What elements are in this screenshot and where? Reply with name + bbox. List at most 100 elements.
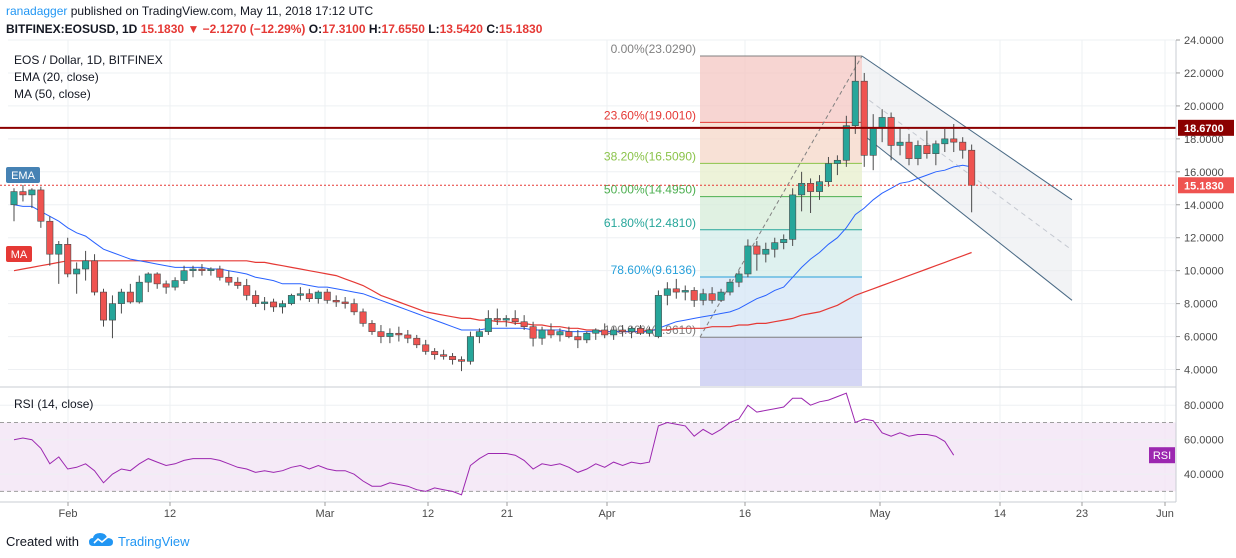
candle (601, 323, 609, 339)
candle-body (440, 354, 448, 357)
fib-level-label: 23.60%(19.0010) (604, 108, 696, 122)
candle-body (457, 359, 465, 362)
last-price-badge: 15.1830 (1178, 177, 1234, 194)
candle-body (529, 326, 537, 339)
created-with-text: Created with (6, 534, 79, 549)
candle (654, 290, 662, 339)
candle-body (368, 323, 376, 332)
rsi-tick-label: 60.0000 (1184, 435, 1224, 447)
fib-level-label: 38.20%(16.5090) (604, 149, 696, 163)
ma-tag-bg (6, 246, 32, 262)
candle (162, 280, 170, 294)
candle-body (869, 127, 877, 156)
fib-level-label: 78.60%(9.6136) (611, 263, 696, 277)
horizontal-level-line[interactable] (0, 126, 1176, 186)
chart-header: ranadagger published on TradingView.com,… (0, 0, 1236, 40)
candle-body (73, 268, 81, 275)
candle (332, 295, 340, 307)
candle (180, 265, 188, 284)
rsi-panel (0, 392, 1176, 496)
ema-20-line (13, 164, 972, 333)
last-price-badge-label: 15.1830 (1184, 180, 1224, 192)
candle-body (225, 276, 233, 283)
candle (574, 329, 582, 349)
channel-fill (862, 55, 1072, 301)
candle (484, 310, 492, 335)
candle-body (135, 281, 143, 303)
candle (261, 297, 269, 311)
candle-body (413, 337, 421, 346)
price-tick-label: 18.0000 (1184, 134, 1224, 146)
price-change: −2.1270 (−12.29%) (202, 22, 306, 36)
candle-body (82, 260, 90, 270)
candle (887, 112, 895, 161)
close-label: C: (486, 22, 499, 36)
candle-body (431, 351, 439, 355)
candle-body (296, 293, 304, 296)
fib-level-label: 0.00%(23.0290) (611, 42, 696, 56)
rsi-line (13, 392, 955, 496)
candle (914, 140, 922, 166)
fibonacci-retracement[interactable]: 0.00%(23.0290) 23.60%(19.0010) 38.20%(16.5… (604, 42, 863, 386)
candle (771, 237, 779, 258)
high-value: 17.6550 (381, 22, 425, 36)
candle-body (234, 281, 242, 286)
candle-body (305, 293, 313, 299)
candle-body (475, 331, 483, 337)
candle-body (404, 334, 412, 339)
rsi-legend: RSI (14, close) (14, 397, 93, 411)
descending-channel[interactable] (861, 55, 1073, 301)
candle (628, 326, 636, 339)
candle-body (592, 329, 600, 334)
candle-body (466, 336, 474, 362)
candle-body (708, 293, 716, 301)
published-text: published on TradingView.com, May 11, 20… (70, 4, 374, 18)
fib-zone (700, 163, 862, 197)
candle (842, 115, 850, 167)
candle (225, 270, 233, 286)
candle-body (55, 244, 63, 255)
candle (449, 353, 457, 365)
price-tick-label: 6.0000 (1184, 332, 1218, 344)
candle-body (771, 242, 779, 250)
price-tick-label: 4.0000 (1184, 365, 1218, 377)
candle-body (735, 273, 743, 283)
candle (278, 300, 286, 314)
candle (538, 326, 546, 345)
candle-body (198, 268, 206, 271)
candle (73, 262, 81, 294)
price-chart[interactable]: 0.00%(23.0290) 23.60%(19.0010) 38.20%(16.5… (0, 0, 1236, 526)
ema-tag-label: EMA (11, 170, 36, 182)
channel-median-line (861, 94, 1073, 251)
candle (663, 282, 671, 306)
low-label: L: (428, 22, 440, 36)
candle-body (449, 356, 457, 360)
candle (798, 171, 806, 212)
time-tick-label: 23 (1076, 508, 1088, 520)
candle (672, 278, 680, 299)
candle (234, 277, 242, 289)
candle (860, 72, 868, 167)
candle (789, 188, 797, 246)
candle (153, 272, 161, 289)
candle (824, 156, 832, 187)
symbol-label: BITFINEX:EOSUSD, 1D (6, 22, 138, 36)
candle (896, 127, 904, 156)
candle-body (377, 331, 385, 337)
candle (55, 241, 63, 284)
candle (216, 265, 224, 281)
candle-body (601, 329, 609, 336)
fib-extension-zone (700, 337, 862, 386)
candle (252, 290, 260, 307)
candle-body (968, 149, 976, 186)
candle-body (91, 260, 99, 293)
tradingview-brand-link[interactable]: TradingView (118, 534, 190, 549)
fib-zone (700, 229, 862, 278)
candle (565, 326, 573, 339)
author-link[interactable]: ranadagger (6, 4, 68, 18)
candle (19, 184, 27, 202)
price-tick-label: 8.0000 (1184, 299, 1218, 311)
candle-body (64, 244, 72, 275)
time-tick-label: 12 (422, 508, 434, 520)
ema-tag: EMA (6, 167, 40, 183)
